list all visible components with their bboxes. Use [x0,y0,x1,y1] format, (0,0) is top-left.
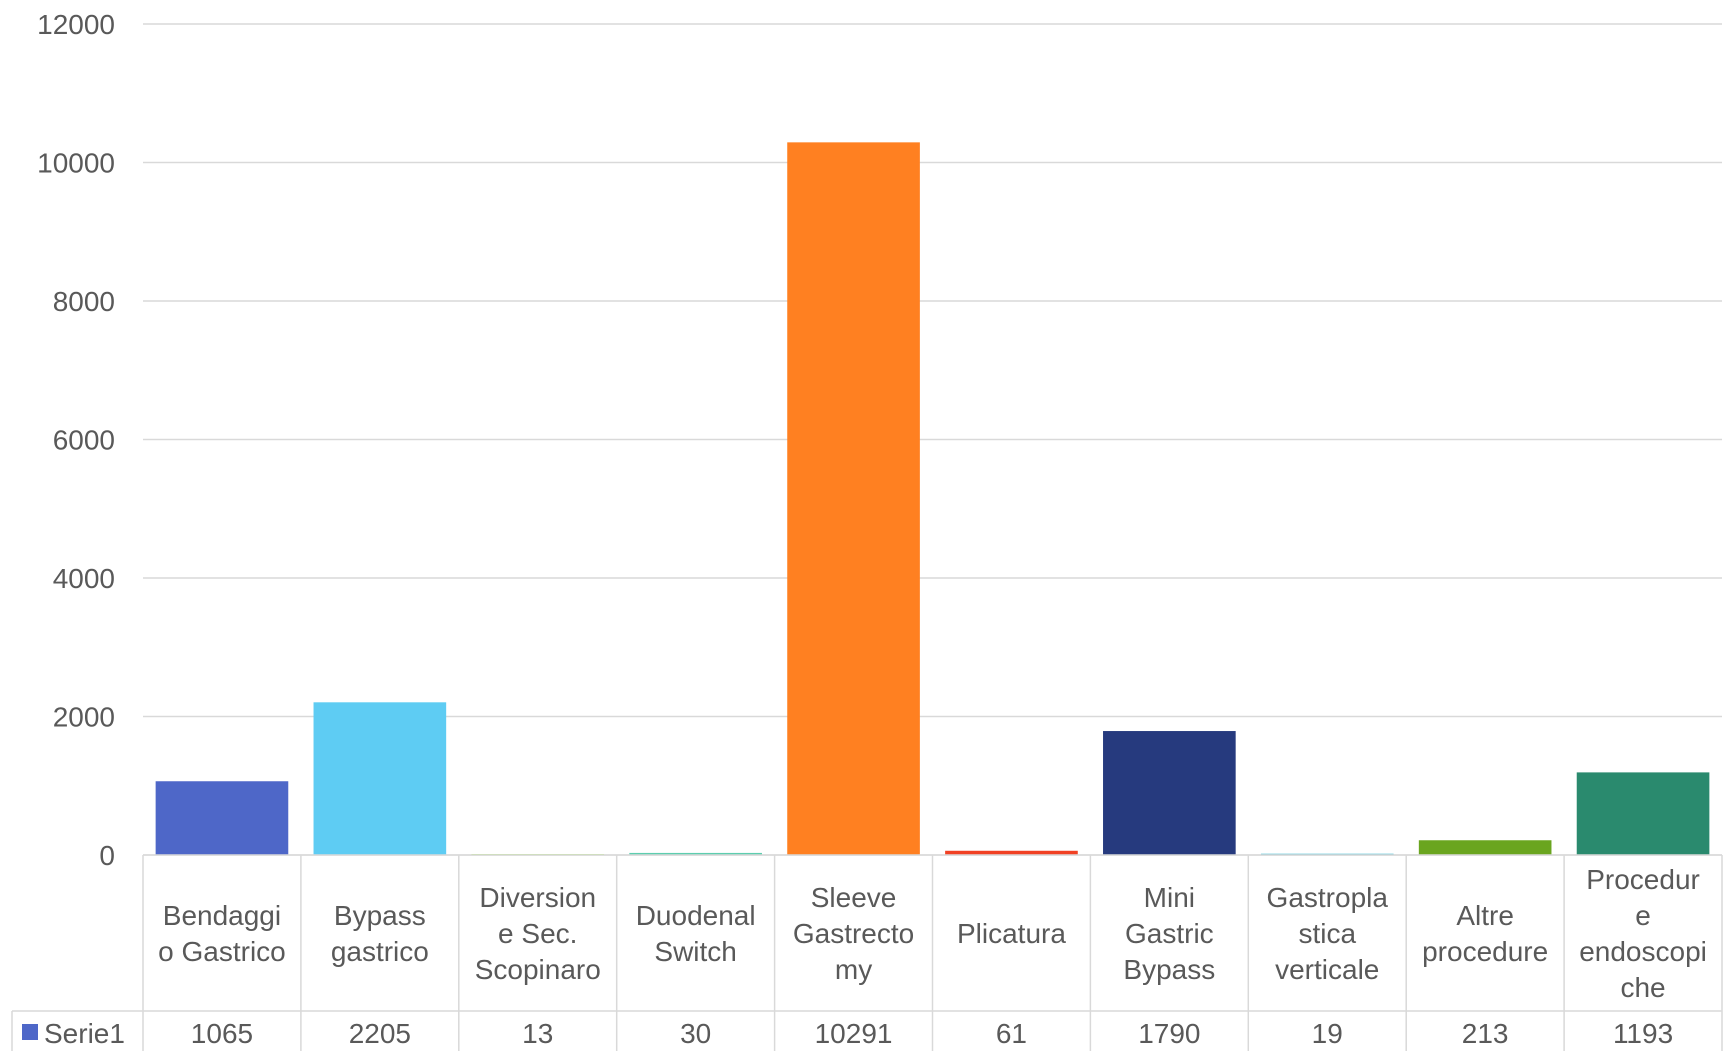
data-table-value: 10291 [815,1018,893,1049]
category-label: endoscopi [1579,936,1707,967]
data-table-value: 61 [996,1018,1027,1049]
legend-series-name: Serie1 [44,1018,125,1049]
data-table-value: 1790 [1138,1018,1200,1049]
y-tick-label: 2000 [53,702,115,733]
y-tick-label: 6000 [53,425,115,456]
bar-1 [156,781,289,855]
category-label: Scopinaro [475,954,601,985]
y-tick-label: 10000 [37,148,115,179]
y-axis-tick-labels: 0 2000 4000 6000 8000 10000 12000 [37,9,115,871]
category-label: Sleeve [811,882,897,913]
category-label: che [1620,972,1665,1003]
bar-2 [314,702,447,855]
category-label: stica [1298,918,1356,949]
data-table-value: 2205 [349,1018,411,1049]
bar-9 [1419,840,1552,855]
data-table-value: 30 [680,1018,711,1049]
category-label: Bendaggi [163,900,281,931]
category-label: Gastropla [1267,882,1389,913]
y-tick-label: 0 [99,840,115,871]
category-label: Gastrecto [793,918,914,949]
category-label: e Sec. [498,918,577,949]
data-table-value: 19 [1312,1018,1343,1049]
y-tick-label: 12000 [37,9,115,40]
category-label: procedure [1422,936,1548,967]
category-label: Procedur [1586,864,1700,895]
data-table-value: 13 [522,1018,553,1049]
bars [156,142,1710,855]
data-table-value: 213 [1462,1018,1509,1049]
category-label: Gastric [1125,918,1214,949]
category-label: verticale [1275,954,1379,985]
legend-swatch [22,1024,38,1040]
category-label: Duodenal [636,900,756,931]
y-tick-label: 4000 [53,563,115,594]
category-label: e [1635,900,1651,931]
category-label: Switch [654,936,736,967]
category-label: Diversion [479,882,596,913]
category-label: Mini [1144,882,1195,913]
data-table-value: 1193 [1613,1018,1673,1049]
y-tick-label: 8000 [53,286,115,317]
category-label: Plicatura [957,918,1066,949]
category-label: gastrico [331,936,429,967]
category-label: Bypass [1123,954,1215,985]
bar-5 [787,142,920,855]
data-table-value: 1065 [191,1018,253,1049]
category-label: o Gastrico [158,936,286,967]
data-table: Bendaggi o Gastrico Bypass gastrico Diversio… [12,855,1722,1051]
category-label: Altre [1456,900,1514,931]
bar-7 [1103,731,1236,855]
category-label: Bypass [334,900,426,931]
bar-10 [1577,772,1710,855]
category-label: my [835,954,872,985]
